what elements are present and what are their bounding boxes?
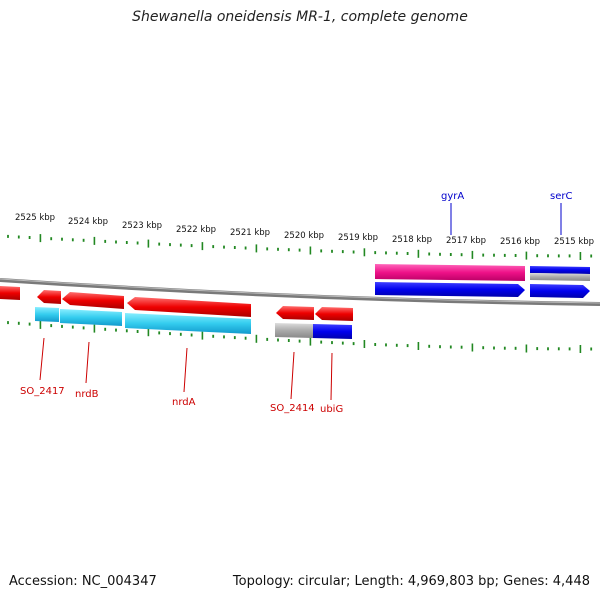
cog-feature-so2414 <box>275 323 313 338</box>
gene-label-nrda: nrdA <box>172 397 196 408</box>
cog-feature-so2417 <box>35 307 59 322</box>
kbp-label-2525: 2525 kbp <box>15 213 55 223</box>
cog-feature-nrdb <box>60 309 122 326</box>
tick-ring-lower <box>7 320 593 353</box>
cds-reverse-nrdb <box>62 292 124 309</box>
cds-forward-serc <box>530 284 590 298</box>
cog-feature-nrda <box>125 313 251 334</box>
cds-reverse-so2414 <box>276 306 314 320</box>
gene-label-line-so2417 <box>39 337 45 381</box>
cds-forward-gyra <box>375 282 525 297</box>
tick-ring-upper <box>7 234 593 260</box>
kbp-label-2524: 2524 kbp <box>68 217 108 227</box>
accession-text: Accession: NC_004347 <box>9 574 157 589</box>
gene-label-ubig: ubiG <box>320 404 343 415</box>
cds-reverse-so2417 <box>37 290 61 304</box>
kbp-label-2516: 2516 kbp <box>500 237 540 247</box>
cog-feature-serc-blue <box>530 266 590 274</box>
kbp-label-2522: 2522 kbp <box>176 225 216 235</box>
kbp-label-2521: 2521 kbp <box>230 228 270 238</box>
genome-backbone <box>0 278 600 306</box>
genome-backbone-highlight <box>0 278 600 304</box>
kbp-label-2517: 2517 kbp <box>446 236 486 246</box>
cog-feature-gyra <box>375 264 525 281</box>
gene-label-line-nrdb <box>85 341 90 384</box>
gene-label-line-nrda <box>183 347 188 393</box>
gene-label-gyra: gyrA <box>441 191 464 202</box>
cog-feature-serc-gray <box>530 273 590 281</box>
kbp-label-2519: 2519 kbp <box>338 233 378 243</box>
cog-feature-ubig <box>313 324 352 339</box>
topology-text: Topology: circular; Length: 4,969,803 bp… <box>232 574 590 589</box>
cds-reverse-ubig <box>315 307 353 321</box>
kbp-label-2515: 2515 kbp <box>554 237 594 247</box>
gene-label-line-ubig <box>330 352 333 401</box>
kbp-label-2520: 2520 kbp <box>284 231 324 241</box>
gene-label-so2417: SO_2417 <box>20 386 65 397</box>
kbp-label-2523: 2523 kbp <box>122 221 162 231</box>
kbp-label-2518: 2518 kbp <box>392 235 432 245</box>
cds-reverse-nrda <box>127 297 251 317</box>
cds-reverse <box>0 286 20 300</box>
gene-label-so2414: SO_2414 <box>270 403 315 414</box>
gene-label-serc: serC <box>550 191 572 202</box>
gene-label-nrdb: nrdB <box>75 389 99 400</box>
map-title: Shewanella oneidensis MR-1, complete gen… <box>132 9 468 25</box>
gene-label-line-so2414 <box>290 351 295 400</box>
